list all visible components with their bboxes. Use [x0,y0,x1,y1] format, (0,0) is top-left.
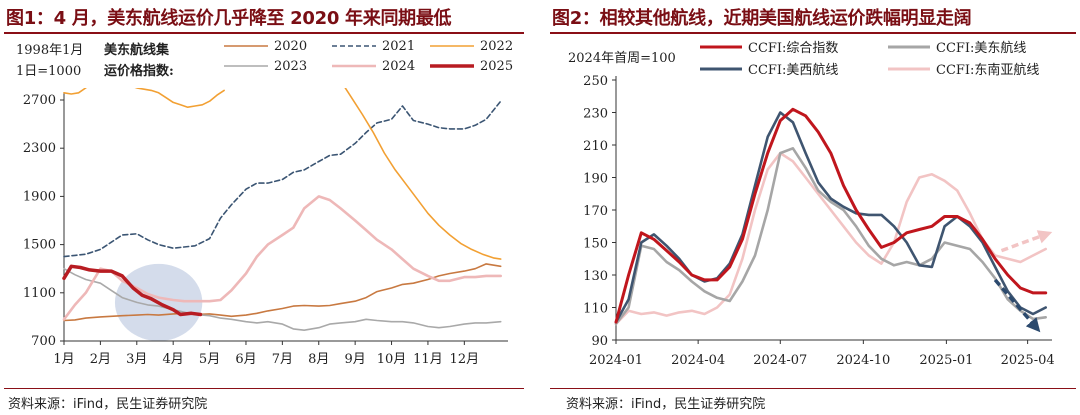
legend-label-2020: 2020 [274,39,307,54]
left-x-tick-label: 8月 [308,352,329,367]
left-y-tick-label: 700 [31,334,56,349]
legend-label-1: CCFI:综合指数 [748,41,838,56]
left-source: 资料来源：iFind，民生证券研究院 [8,397,208,412]
right-figure-title: 图2：相较其他航线，近期美国航线运价跌幅明显走阔 [552,8,972,29]
series-line-2022-a [63,88,225,108]
left-source-rule [4,388,524,389]
left-heading-line-1: 美东航线集 [104,42,170,58]
legend-label-2021: 2021 [382,39,415,54]
left-figure-title: 图1：4 月，美东航线运价几乎降至 2020 年来同期最低 [6,8,452,29]
right-x-tick-label: 2024-04 [671,353,725,368]
left-note-line-1: 1998年1月 [16,43,83,58]
series-line-ccfi-美西航线 [614,111,1047,324]
right-y-tick-label: 170 [583,204,608,219]
series-line-2025 [62,264,203,317]
left-y-tick-label: 1900 [23,189,56,204]
right-title-rule [550,32,1076,34]
series-line-2020 [63,263,502,322]
left-title-rule [4,32,524,34]
legend-label-2022: 2022 [480,39,513,54]
series-line-2022-b [344,88,502,260]
series-line-2023 [63,267,502,332]
right-y-tick-label: 190 [583,172,608,187]
right-source: 资料来源：iFind，民生证券研究院 [566,397,766,412]
left-x-tick-label: 6月 [235,352,256,367]
left-x-tick-label: 1月 [53,352,74,367]
left-x-tick-label: 10月 [377,352,407,367]
legend-label-2024: 2024 [382,59,415,74]
annotation-arrow-up-right [1000,230,1053,253]
right-x-tick-label: 2025-04 [1001,353,1055,368]
series-line-ccfi-综合指数 [614,107,1048,324]
right-x-tick-label: 2024-01 [589,353,643,368]
right-note: 2024年首周=100 [568,51,676,66]
left-series-group [62,88,503,332]
left-note-line-2: 1日=1000 [16,64,81,79]
right-y-tick-label: 250 [583,74,608,89]
series-line-2024 [62,195,503,321]
series-line-ccfi-东南亚航线 [614,151,1047,326]
right-x-tick-label: 2025-01 [919,353,973,368]
left-x-tick-label: 3月 [126,352,147,367]
left-y-tick-label: 2300 [23,141,56,156]
left-x-tick-label: 2月 [90,352,111,367]
left-y-tick-label: 2700 [23,93,56,108]
legend-label-4: CCFI:东南亚航线 [936,62,1039,78]
right-source-rule [550,388,1076,389]
series-line-2021 [63,100,502,258]
left-x-tick-label: 7月 [272,352,293,367]
series-line-ccfi-美东航线 [614,147,1047,326]
right-y-tick-label: 90 [591,334,608,349]
right-y-tick-label: 150 [583,237,608,252]
right-y-tick-label: 130 [583,269,608,284]
left-x-tick-label: 12月 [450,352,480,367]
left-x-tick-label: 5月 [199,352,220,367]
left-y-tick-label: 1500 [23,238,56,253]
legend-label-3: CCFI:美西航线 [748,62,838,78]
legend-label-2: CCFI:美东航线 [936,40,1026,56]
left-x-tick-label: 11月 [413,352,443,367]
left-x-tick-label: 9月 [345,352,366,367]
right-y-tick-label: 110 [583,302,608,317]
left-y-tick-label: 1100 [23,286,56,301]
right-y-tick-label: 210 [583,139,608,154]
right-y-tick-label: 230 [583,107,608,122]
legend-label-2025: 2025 [480,59,513,74]
left-x-tick-label: 4月 [163,352,184,367]
left-heading-line-2: 运价格指数: [104,63,174,79]
right-x-tick-label: 2024-07 [753,353,807,368]
legend-label-2023: 2023 [274,59,307,74]
right-x-tick-label: 2024-10 [836,353,890,368]
